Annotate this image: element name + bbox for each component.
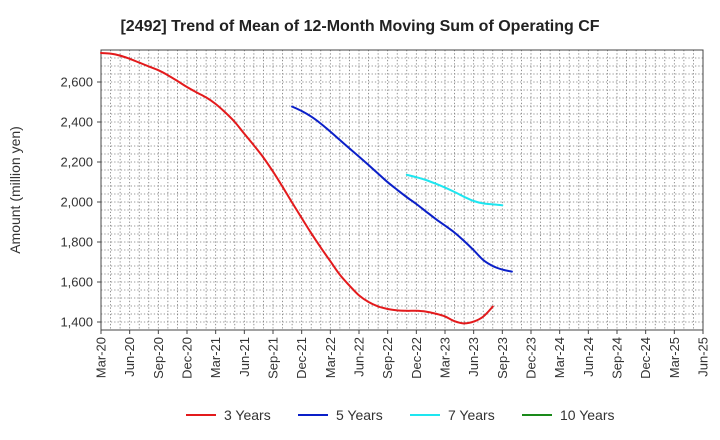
legend-label-10-years: 10 Years bbox=[560, 407, 615, 423]
x-tick-label: Sep-22 bbox=[380, 337, 395, 379]
legend-label-7-years: 7 Years bbox=[448, 407, 495, 423]
y-axis-label: Amount (million yen) bbox=[7, 126, 23, 254]
y-tick-label: 2,200 bbox=[60, 155, 93, 170]
x-tick-label: Dec-23 bbox=[524, 337, 539, 379]
plot-area bbox=[100, 49, 704, 331]
x-tick-label: Sep-21 bbox=[266, 337, 281, 379]
legend: 3 Years 5 Years 7 Years 10 Years bbox=[186, 407, 615, 423]
x-tick-label: Dec-24 bbox=[638, 337, 653, 379]
x-tick-label: Sep-23 bbox=[495, 337, 510, 379]
y-tick-label: 1,600 bbox=[60, 275, 93, 290]
x-tick-label: Jun-23 bbox=[466, 337, 481, 377]
x-tick-label: Sep-20 bbox=[151, 337, 166, 379]
series-line-3-years bbox=[100, 52, 494, 325]
y-tick-label: 2,600 bbox=[60, 75, 93, 90]
series-group bbox=[100, 52, 513, 325]
x-tick-label: Mar-24 bbox=[552, 337, 567, 378]
series-line-5-years bbox=[291, 105, 513, 273]
x-tick-label: Dec-22 bbox=[409, 337, 424, 379]
y-tick-label: 2,000 bbox=[60, 195, 93, 210]
x-tick-label: Jun-25 bbox=[696, 337, 711, 377]
chart-title: [2492] Trend of Mean of 12-Month Moving … bbox=[120, 18, 599, 35]
y-axis: 1,400 1,600 1,800 2,000 2,200 2,400 2,600 bbox=[60, 75, 101, 330]
grid bbox=[101, 50, 703, 330]
x-tick-label: Jun-20 bbox=[122, 337, 137, 377]
legend-label-5-years: 5 Years bbox=[336, 407, 383, 423]
y-tick-label: 2,400 bbox=[60, 115, 93, 130]
x-tick-label: Mar-20 bbox=[94, 337, 109, 378]
x-tick-label: Jun-21 bbox=[237, 337, 252, 377]
x-tick-label: Mar-21 bbox=[208, 337, 223, 378]
x-tick-label: Sep-24 bbox=[610, 337, 625, 379]
y-tick-label: 1,400 bbox=[60, 315, 93, 330]
x-tick-label: Jun-22 bbox=[352, 337, 367, 377]
x-tick-label: Mar-25 bbox=[667, 337, 682, 378]
series-line-7-years bbox=[405, 173, 504, 207]
x-tick-label: Dec-21 bbox=[294, 337, 309, 379]
legend-label-3-years: 3 Years bbox=[224, 407, 271, 423]
x-tick-label: Mar-22 bbox=[323, 337, 338, 378]
y-tick-label: 1,800 bbox=[60, 235, 93, 250]
x-tick-label: Dec-20 bbox=[180, 337, 195, 379]
x-axis: Mar-20 Jun-20 Sep-20 Dec-20 Mar-21 Jun-21 Sep-… bbox=[94, 330, 711, 379]
x-tick-label: Jun-24 bbox=[581, 337, 596, 377]
x-tick-label: Mar-23 bbox=[438, 337, 453, 378]
